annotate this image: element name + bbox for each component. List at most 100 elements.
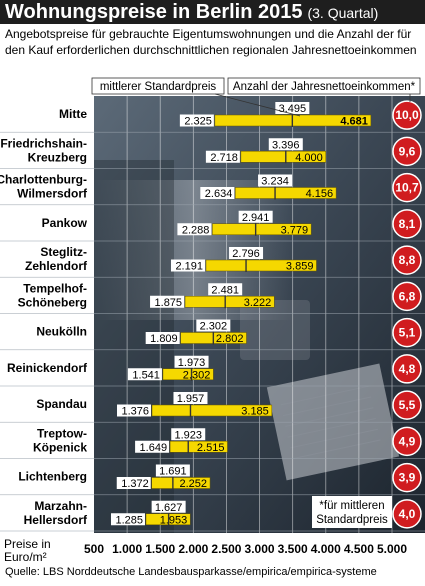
document-line [287, 417, 376, 438]
income-badge [392, 317, 422, 348]
document-line [289, 428, 379, 449]
x-tick-label: 3.000 [245, 542, 275, 556]
max-value-label: 4.681 [340, 116, 368, 128]
x-tick-label: 500 [84, 542, 104, 556]
income-value: 10,0 [395, 108, 419, 122]
median-label-box [208, 283, 243, 296]
max-value-label: 3.185 [241, 406, 269, 418]
median-label-box [173, 392, 208, 404]
x-tick-label: 1.000 [112, 542, 142, 556]
x-axis-title: Preise in [4, 537, 51, 551]
min-value-label: 1.541 [132, 369, 160, 381]
income-badge [392, 390, 422, 420]
district-name: Marzahn- [34, 499, 87, 513]
district-name: Schöneberg [18, 295, 87, 309]
x-axis-title: Euro/m² [4, 550, 47, 564]
min-label-box [170, 259, 205, 272]
min-label-box [135, 440, 170, 453]
income-badge [392, 462, 422, 493]
legend-median-box [91, 77, 225, 95]
income-badge [392, 136, 422, 167]
district-name: Charlottenburg- [0, 173, 87, 187]
range-bar [169, 441, 228, 453]
title-bar: Wohnungspreise in Berlin 2015 (3. Quartal… [0, 0, 425, 24]
district-name: Mitte [59, 107, 87, 121]
median-label-box [229, 247, 264, 259]
district-row: Pankow 2.288 3.779 2.941 8,1 [42, 209, 422, 239]
median-label-box [238, 210, 273, 223]
income-value: 3,9 [399, 471, 416, 485]
max-value-label: 1.953 [160, 514, 188, 526]
district-name: Neukölln [36, 325, 87, 339]
min-value-label: 2.634 [205, 188, 233, 200]
min-label-box [177, 223, 212, 236]
document-line [292, 439, 381, 460]
source-note: Quelle: LBS Norddeutsche Landesbausparka… [5, 566, 377, 578]
max-value-label: 2.515 [197, 442, 225, 454]
document-line [280, 385, 369, 406]
income-value: 8,1 [399, 217, 416, 231]
income-badge [392, 354, 422, 384]
footnote-line: Standardpreis [316, 514, 388, 526]
min-value-label: 2.191 [175, 261, 203, 273]
legend-median-label: mittlerer Standardpreis [100, 81, 217, 93]
min-label-box [200, 187, 235, 199]
max-value-label: 2.252 [179, 478, 207, 490]
lamp-shape [240, 300, 310, 360]
legend-income-label: Anzahl der Jahresnettoeinkommen* [233, 81, 416, 93]
median-value-label: 2.481 [211, 284, 239, 296]
min-value-label: 1.875 [155, 297, 183, 309]
median-label-box [174, 355, 209, 368]
range-bar [184, 296, 275, 308]
x-tick-label: 2.000 [178, 542, 208, 556]
district-name: Zehlendorf [25, 259, 88, 273]
min-label-box [127, 368, 162, 381]
legend-median-pointer [214, 93, 301, 117]
max-value-label: 2.802 [216, 333, 244, 345]
median-label-box [258, 174, 293, 187]
district-row: Steglitz-Zehlendorf 2.191 3.859 2.796 8,8 [25, 245, 422, 275]
range-bar [212, 223, 312, 235]
footnote-line: *für mittleren [319, 500, 384, 512]
x-tick-label: 1.500 [145, 542, 175, 556]
x-axis-strip [0, 533, 425, 565]
min-label-box [150, 295, 185, 308]
income-value: 10,7 [395, 181, 419, 195]
document-line [282, 396, 372, 417]
income-value: 8,8 [399, 253, 416, 267]
median-label-box [268, 138, 303, 151]
district-name: Wilmersdorf [17, 187, 88, 201]
chart-title-note: (3. Quartal) [307, 5, 379, 21]
min-value-label: 1.372 [121, 478, 149, 490]
range-bar [162, 368, 214, 380]
min-label-box [179, 114, 214, 127]
district-name: Hellersdorf [24, 513, 88, 527]
district-name: Treptow- [37, 426, 87, 440]
chart-title-text: Wohnungspreise in Berlin 2015 [5, 1, 303, 23]
income-badge [392, 426, 422, 457]
min-value-label: 1.649 [140, 442, 168, 454]
max-value-label: 4.000 [295, 152, 323, 164]
median-value-label: 3.495 [279, 103, 307, 115]
income-value: 5,1 [399, 326, 416, 340]
income-value: 5,5 [399, 398, 416, 412]
income-badge [392, 172, 422, 203]
min-value-label: 2.325 [184, 116, 212, 128]
district-row: Charlottenburg-Wilmersdorf 2.634 4.156 3.23… [0, 172, 422, 203]
median-label-box [275, 102, 310, 114]
footnote-box [312, 496, 392, 528]
range-bar [205, 259, 317, 272]
district-name: Reinickendorf [7, 361, 88, 375]
range-bar [235, 187, 337, 199]
district-name: Friedrichshain- [0, 136, 87, 150]
median-value-label: 2.796 [232, 248, 260, 260]
footnote: *für mittleren Standardpreis [312, 496, 392, 528]
chart-title: Wohnungspreise in Berlin 2015 (3. Quartal… [5, 0, 378, 25]
median-value-label: 1.691 [159, 466, 187, 478]
income-badge [392, 209, 422, 239]
